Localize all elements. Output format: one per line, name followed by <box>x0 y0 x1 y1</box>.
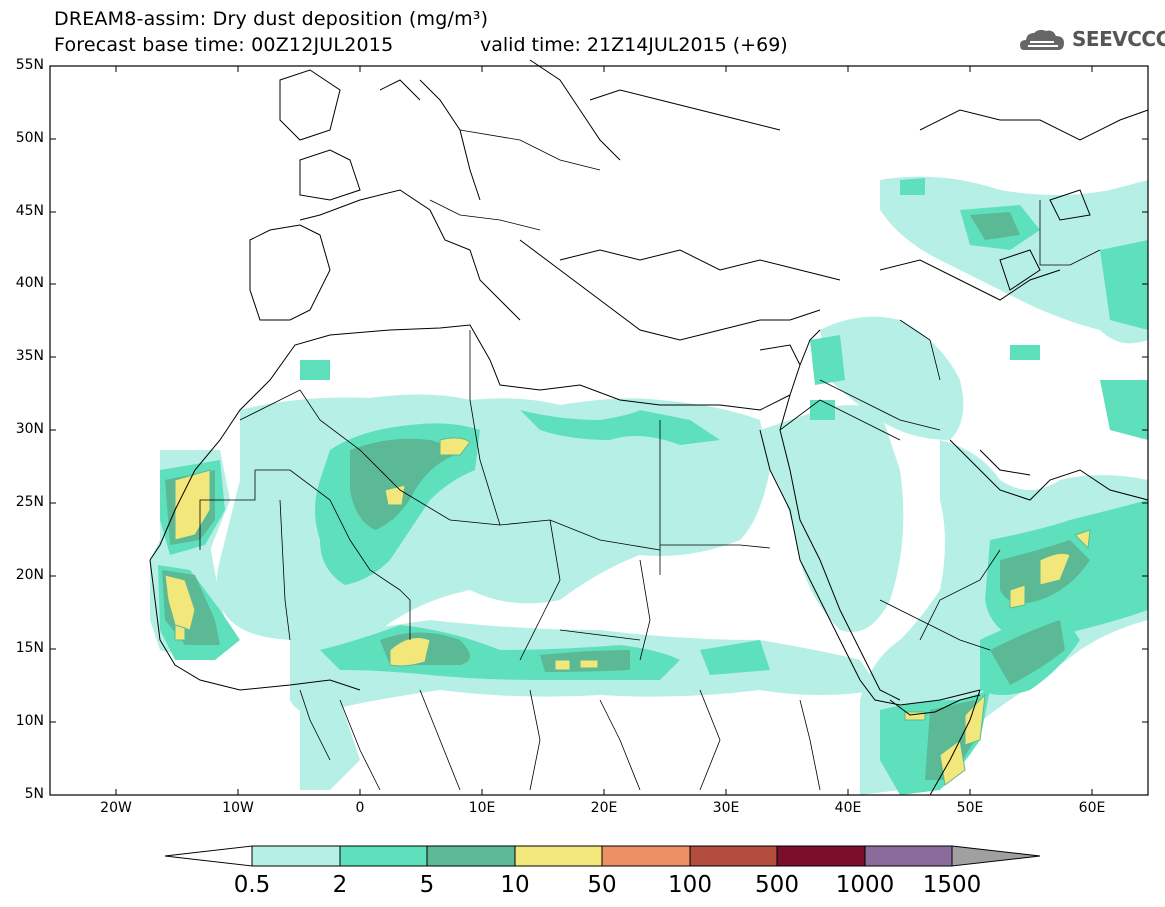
lon-label: 20E <box>590 800 618 816</box>
forecast-base-time: Forecast base time: 00Z12JUL2015 <box>54 34 394 56</box>
lon-label: 60E <box>1078 800 1106 816</box>
lon-label: 40E <box>834 800 862 816</box>
lat-label: 35N <box>15 348 44 364</box>
lat-label: 40N <box>15 275 44 291</box>
legend-label: 100 <box>668 872 712 898</box>
axis-ticks <box>50 65 1148 795</box>
dust-level-0-5 <box>150 176 1148 795</box>
dust-level-10 <box>164 437 1091 786</box>
borders <box>199 129 1101 791</box>
lon-label: 30E <box>712 800 740 816</box>
lat-label: 10N <box>15 713 44 729</box>
legend-label: 10 <box>500 872 530 898</box>
logo-text: SEEVCCC <box>1072 27 1165 51</box>
legend-label: 2 <box>332 872 348 898</box>
lat-label: 30N <box>15 421 44 437</box>
lat-label: 25N <box>15 494 44 510</box>
legend-label: 1500 <box>922 872 982 898</box>
cloud-icon <box>1020 29 1064 50</box>
legend-label: 50 <box>587 872 617 898</box>
lat-label: 15N <box>15 640 44 656</box>
lat-label: 55N <box>15 57 44 73</box>
lat-label: 45N <box>15 203 44 219</box>
lat-label: 5N <box>24 786 44 802</box>
lon-label: 50E <box>956 800 984 816</box>
lon-label: 10E <box>468 800 496 816</box>
legend-label: 0.5 <box>233 872 271 898</box>
coastlines <box>149 59 1149 796</box>
legend-label: 5 <box>419 872 435 898</box>
legend-label: 1000 <box>835 872 895 898</box>
legend-label: 500 <box>755 872 799 898</box>
map-title: DREAM8-assim: Dry dust deposition (mg/m³… <box>54 8 489 30</box>
lat-label: 20N <box>15 567 44 583</box>
lon-label: 10W <box>222 800 254 816</box>
lon-label: 20W <box>100 800 132 816</box>
valid-time: valid time: 21Z14JUL2015 (+69) <box>480 34 788 56</box>
lat-label: 50N <box>15 130 44 146</box>
lon-label: 0 <box>355 800 365 816</box>
